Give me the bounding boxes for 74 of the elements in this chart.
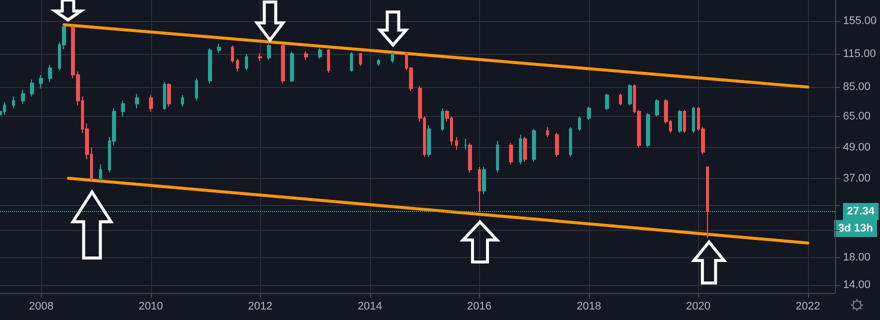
candlestick <box>359 52 362 66</box>
text: 3d 13h <box>838 222 874 234</box>
candlestick <box>391 52 394 64</box>
candlestick <box>350 52 353 72</box>
candlestick <box>532 128 536 162</box>
y-tick-label: 115.00 <box>843 48 876 60</box>
candlestick <box>519 134 522 165</box>
candlestick <box>149 94 153 112</box>
candlestick <box>482 166 486 195</box>
candlestick <box>706 166 709 238</box>
candlestick <box>195 78 198 102</box>
candlestick <box>678 109 682 134</box>
candlestick <box>181 94 184 108</box>
candlestick <box>468 142 472 174</box>
candlestick <box>318 48 322 60</box>
candlestick <box>163 82 166 110</box>
candlestick <box>39 74 43 89</box>
x-tick-label: 2020 <box>686 300 711 312</box>
candlestick <box>30 79 34 97</box>
candlestick <box>441 108 444 132</box>
candlestick <box>464 138 467 150</box>
candlestick <box>587 106 591 120</box>
candlestick <box>135 93 139 109</box>
candlestick <box>48 64 52 83</box>
candlestick <box>692 106 695 134</box>
candlestick <box>628 84 632 106</box>
candlestick <box>21 89 25 104</box>
candlestick <box>208 48 212 84</box>
candlestick <box>121 100 125 117</box>
candlestick <box>478 166 481 212</box>
candlestick <box>646 112 650 148</box>
candlestick <box>99 164 102 182</box>
candlestick <box>258 52 262 62</box>
candlestick <box>267 43 271 60</box>
candlestick <box>455 136 458 150</box>
candlestick <box>12 96 15 109</box>
candlestick <box>245 53 248 71</box>
candlestick <box>619 93 622 106</box>
y-tick-label: 65.00 <box>843 110 871 122</box>
candlestick <box>523 136 527 162</box>
candlestick <box>217 43 221 54</box>
x-tick-label: 2008 <box>28 300 54 312</box>
y-tick-label: 18.00 <box>843 251 871 264</box>
y-tick-label: 37.00 <box>843 172 871 184</box>
candlestick <box>427 124 431 158</box>
y-tick-label: 49.00 <box>843 141 871 154</box>
candlestick <box>167 82 171 108</box>
x-tick-label: 2022 <box>796 300 820 312</box>
candlestick <box>327 48 330 74</box>
ref-line-label: 27.34 <box>847 205 876 218</box>
candlestick <box>231 45 234 64</box>
y-tick-label: 14.00 <box>843 278 871 291</box>
candlestick <box>605 93 609 110</box>
candlestick <box>377 58 380 66</box>
candlestick <box>569 126 572 158</box>
x-tick-label: 2010 <box>138 300 164 312</box>
y-tick-label: 85.00 <box>843 81 871 94</box>
candlestick <box>3 102 6 116</box>
candlestick <box>236 58 239 72</box>
candlestick <box>683 109 686 134</box>
candlestick <box>290 52 294 83</box>
x-tick-label: 2016 <box>467 300 492 312</box>
candlestick <box>655 98 659 117</box>
candlestick <box>578 116 581 132</box>
candlestick <box>496 140 499 174</box>
candlestick <box>509 142 513 165</box>
candlestick <box>304 50 308 60</box>
y-tick-label: 155.00 <box>843 15 877 28</box>
x-tick-label: 2012 <box>248 300 272 312</box>
x-tick-label: 2014 <box>358 300 382 312</box>
x-tick-label: 2018 <box>576 300 602 312</box>
candlestick <box>555 132 559 158</box>
candlestick <box>281 44 285 84</box>
candlestick <box>546 126 549 138</box>
